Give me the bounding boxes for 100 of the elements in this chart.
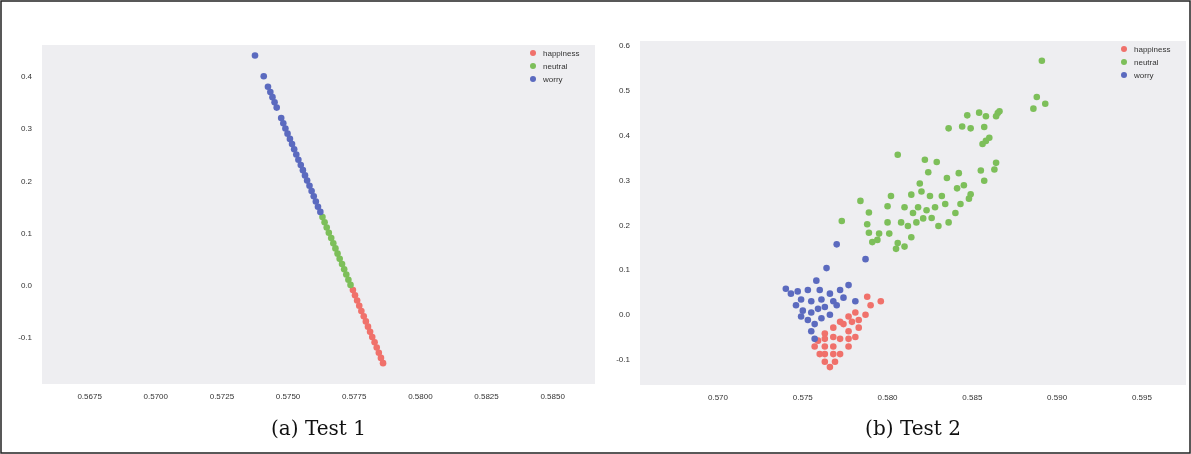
point [836, 286, 844, 294]
y-tick-label: 0.3 [618, 175, 631, 185]
point [787, 290, 795, 297]
point [327, 234, 335, 242]
point [362, 318, 370, 325]
point [375, 349, 383, 357]
point [342, 271, 350, 278]
point [799, 307, 807, 314]
point [845, 327, 852, 335]
point [867, 301, 874, 309]
point [314, 203, 322, 210]
point [836, 335, 844, 343]
legend-label: happiness [1134, 45, 1171, 54]
point [306, 182, 313, 190]
point [821, 330, 829, 337]
point [353, 297, 361, 304]
point [807, 327, 815, 335]
point [319, 213, 326, 221]
text: (b) Test 2 [865, 416, 961, 440]
legend-label: happiness [543, 49, 580, 58]
point [264, 83, 272, 91]
x-tick-label: 0.575 [792, 393, 814, 402]
point [282, 125, 289, 132]
y-tick-label: 0.5 [618, 86, 631, 96]
point [260, 72, 268, 80]
point [303, 177, 311, 184]
point [336, 255, 343, 263]
y-tick-label: 0.4 [618, 131, 631, 141]
point [804, 316, 812, 324]
y-tick-label: 0.0 [618, 310, 631, 320]
legend-label: worry [542, 75, 563, 84]
point [813, 277, 820, 284]
point [330, 239, 337, 247]
y-tick-label: 0.4 [20, 72, 33, 82]
x-tick-label: 0.590 [1047, 393, 1068, 402]
point [325, 229, 333, 237]
point [792, 301, 800, 309]
point [821, 343, 829, 350]
point [840, 320, 847, 328]
point [816, 286, 824, 294]
point [830, 350, 837, 358]
point [826, 363, 834, 371]
x-tick-label: 0.585 [962, 393, 983, 402]
point [818, 314, 825, 322]
point [831, 358, 839, 366]
point [297, 161, 305, 169]
point [301, 172, 309, 179]
point [863, 293, 871, 301]
point [811, 343, 818, 350]
point [323, 224, 330, 231]
point [299, 166, 307, 174]
point [317, 208, 324, 216]
point [251, 52, 259, 59]
y-tick-label: 0.2 [20, 176, 33, 186]
point [379, 359, 387, 367]
point [852, 333, 859, 341]
legend-label: neutral [543, 62, 568, 71]
x-tick-label: 0.5675 [77, 392, 103, 401]
point [852, 309, 859, 316]
point [826, 311, 834, 318]
point [830, 324, 837, 331]
y-tick-label: 0.1 [618, 265, 631, 275]
point [848, 318, 856, 326]
legend-label: worry [1133, 71, 1154, 80]
point [273, 104, 280, 111]
y-tick-label: 0.2 [618, 220, 631, 230]
y-tick-label: 0.1 [20, 228, 33, 238]
point [845, 281, 852, 289]
point [804, 286, 812, 294]
point [845, 343, 852, 350]
point [833, 301, 840, 309]
x-tick-label: 0.5800 [408, 392, 434, 401]
y-tick-label: -0.1 [616, 355, 631, 365]
point [807, 297, 815, 305]
text: (a) Test 1 [271, 416, 366, 440]
point [852, 297, 859, 305]
point [797, 296, 805, 303]
point [877, 297, 885, 305]
point [312, 198, 320, 205]
point [821, 350, 829, 358]
point [840, 294, 847, 301]
point [845, 335, 852, 343]
point [830, 333, 837, 341]
point [292, 151, 300, 158]
point [358, 307, 365, 315]
point [826, 290, 834, 297]
point [862, 255, 869, 263]
x-tick-label: 0.5825 [474, 392, 500, 401]
point [816, 350, 824, 358]
point [377, 354, 385, 362]
point [284, 130, 291, 137]
point [286, 135, 294, 143]
point [814, 305, 822, 313]
point [366, 328, 374, 336]
point [355, 302, 363, 310]
point [373, 344, 381, 351]
point [269, 93, 276, 101]
point [811, 335, 818, 343]
point [855, 316, 863, 324]
point [308, 187, 315, 195]
